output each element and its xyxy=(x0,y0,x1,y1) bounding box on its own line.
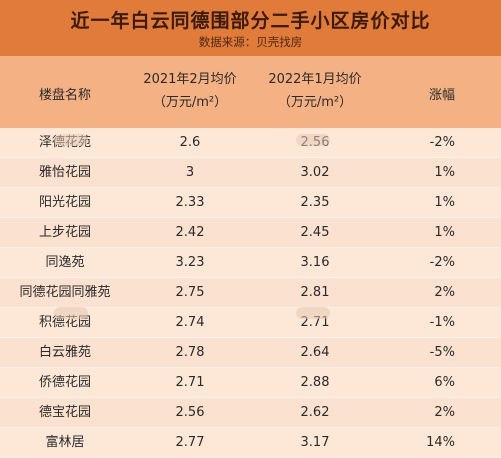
cell-price-2021: 3.23 xyxy=(175,255,205,270)
cell-change: -2% xyxy=(429,135,455,150)
cell-price-2022: 2.45 xyxy=(300,225,330,240)
table-row: 侨德花园 2.71 2.88 6% xyxy=(0,368,501,398)
cell-price-2022: 3.17 xyxy=(300,435,330,450)
cell-price-2022: 2.88 xyxy=(300,375,330,390)
table-row: 白云雅苑 2.78 2.64 -5% xyxy=(0,338,501,368)
watermark-icon xyxy=(54,134,88,146)
cell-price-2021: 2.75 xyxy=(175,285,205,300)
header-2021: 2021年2月均价 （万元/m²） xyxy=(130,68,250,110)
cell-price-2021: 2.6 xyxy=(179,135,201,150)
header-change: 涨幅 xyxy=(428,88,455,103)
cell-change: 1% xyxy=(434,165,455,180)
title-bar: 近一年白云同德围部分二手小区房价对比 数据来源：贝壳找房 xyxy=(0,0,501,56)
header-2021-unit: （万元/m²） xyxy=(152,95,228,110)
header-2021-label: 2021年2月均价 xyxy=(143,72,237,87)
cell-name: 阳光花园 xyxy=(38,195,91,210)
table-row: 雅怡花园 3 3.02 1% xyxy=(0,158,501,188)
cell-price-2022: 2.64 xyxy=(300,345,330,360)
cell-change: 2% xyxy=(434,285,455,300)
cell-name: 德宝花园 xyxy=(38,405,91,420)
cell-change: 14% xyxy=(426,435,455,450)
cell-price-2021: 2.71 xyxy=(175,375,205,390)
table-body: 泽德花苑2.62.56-2%雅怡花园33.021%阳光花园2.332.351%上… xyxy=(0,128,501,458)
cell-price-2021: 2.56 xyxy=(175,405,205,420)
cell-price-2021: 2.33 xyxy=(175,195,205,210)
cell-change: -1% xyxy=(429,315,455,330)
cell-change: 1% xyxy=(434,225,455,240)
cell-name: 侨德花园 xyxy=(38,375,91,390)
cell-price-2021: 2.78 xyxy=(175,345,205,360)
header-2022: 2022年1月均价 （万元/m²） xyxy=(250,68,380,110)
cell-price-2022: 3.16 xyxy=(300,255,330,270)
table-row: 同德花园同雅苑 2.75 2.81 2% xyxy=(0,278,501,308)
header-2022-unit: （万元/m²） xyxy=(277,95,353,110)
data-source: 数据来源：贝壳找房 xyxy=(198,35,303,49)
cell-name: 同德花园同雅苑 xyxy=(19,285,111,300)
table-title: 近一年白云同德围部分二手小区房价对比 xyxy=(70,10,431,32)
table-header: 楼盘名称 2021年2月均价 （万元/m²） 2022年1月均价 （万元/m²）… xyxy=(0,56,501,128)
table-row: 富林居 2.77 3.17 14% xyxy=(0,428,501,458)
cell-name: 白云雅苑 xyxy=(38,345,91,360)
watermark-icon xyxy=(54,307,88,319)
cell-name: 上步花园 xyxy=(38,225,91,240)
cell-price-2022: 2.81 xyxy=(300,285,330,300)
table-row: 阳光花园 2.33 2.35 1% xyxy=(0,188,501,218)
cell-name: 富林居 xyxy=(45,435,85,450)
cell-price-2021: 2.42 xyxy=(175,225,205,240)
header-2022-label: 2022年1月均价 xyxy=(268,72,362,87)
cell-change: -2% xyxy=(429,255,455,270)
cell-change: 1% xyxy=(434,195,455,210)
table-row: 德宝花园 2.56 2.62 2% xyxy=(0,398,501,428)
cell-change: -5% xyxy=(429,345,455,360)
table-row: 同逸苑 3.23 3.16 -2% xyxy=(0,248,501,278)
watermark-icon xyxy=(296,307,330,319)
cell-price-2022: 2.35 xyxy=(300,195,330,210)
table-row: 上步花园 2.42 2.45 1% xyxy=(0,218,501,248)
cell-price-2022: 2.62 xyxy=(300,405,330,420)
header-name: 楼盘名称 xyxy=(38,88,91,103)
cell-price-2021: 3 xyxy=(185,165,195,180)
cell-price-2021: 2.77 xyxy=(175,435,205,450)
cell-name: 雅怡花园 xyxy=(38,165,91,180)
cell-name: 同逸苑 xyxy=(45,255,85,270)
cell-price-2022: 3.02 xyxy=(300,165,330,180)
cell-price-2021: 2.74 xyxy=(175,315,205,330)
cell-change: 6% xyxy=(434,375,455,390)
watermark-icon xyxy=(296,134,330,146)
cell-change: 2% xyxy=(434,405,455,420)
